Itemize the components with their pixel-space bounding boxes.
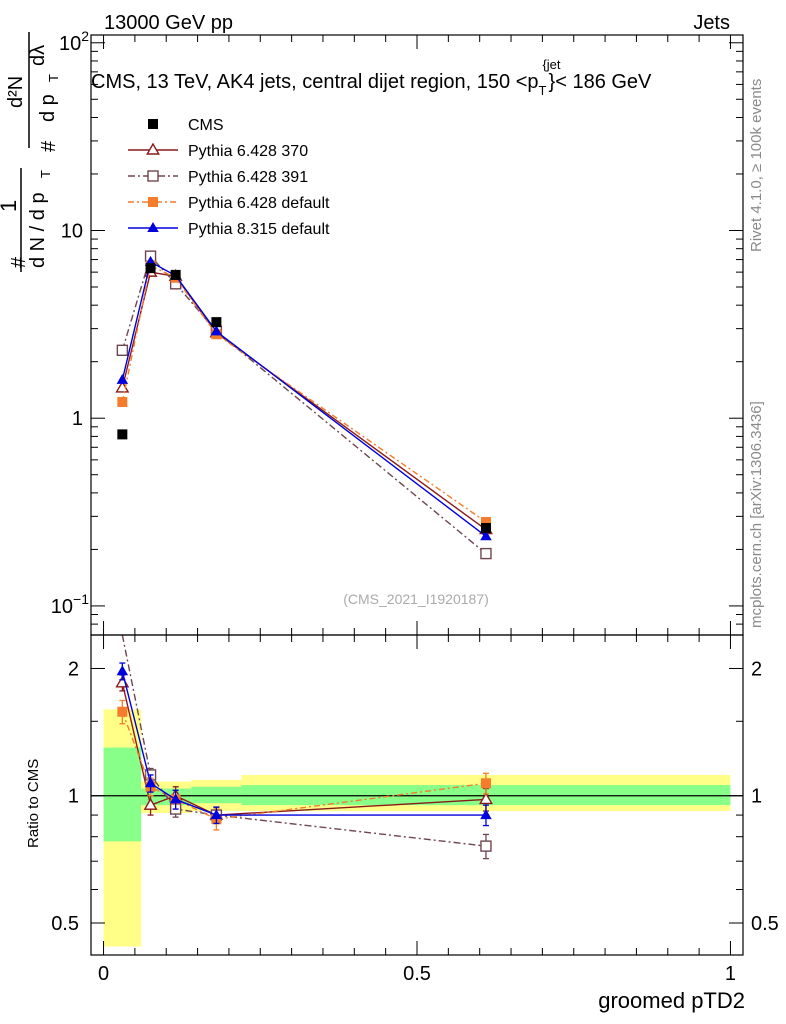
series-point-3 (116, 373, 129, 384)
ratio-point-2 (480, 778, 491, 789)
ylabel-dpdl: d p (37, 94, 59, 122)
main-y-label: # 1 d N / d p T # d²N d p T dλ (0, 32, 61, 272)
series-line-1 (121, 254, 487, 555)
legend-marker-1 (146, 142, 160, 155)
data-point (170, 269, 181, 280)
ratio-point-0 (479, 792, 493, 805)
header-category: Jets (693, 12, 730, 34)
main-ytick-label: 10−1 (51, 591, 89, 618)
title-post: }< 186 GeV (549, 71, 653, 93)
x-axis-label: groomed pTD2 (598, 988, 745, 1013)
ratio-point-2 (117, 706, 128, 717)
ratio-ytick-label-left: 2 (68, 658, 79, 680)
ylabel-hash2: # (38, 140, 60, 152)
ratio-ytick-label-right: 2 (751, 658, 762, 680)
ylabel-d2N: d²N (5, 76, 27, 108)
ratio-point-3 (169, 793, 182, 804)
title-pre: CMS, 13 TeV, AK4 jets, central dijet reg… (91, 71, 539, 93)
ratio-axes: 0 0.5 1 0.5 0.5 1 1 2 2 (51, 635, 779, 985)
main-ytick-label: 102 (59, 28, 89, 55)
legend-marker-0 (148, 119, 158, 129)
data-point (117, 429, 128, 440)
series-point-1 (116, 344, 129, 357)
ratio-ytick-label-left: 0.5 (51, 913, 79, 935)
chart-title: CMS, 13 TeV, AK4 jets, central dijet reg… (91, 57, 652, 98)
main-ytick-label: 10 (61, 220, 83, 242)
x-tick-label: 1 (725, 963, 736, 985)
ylabel-T: T (38, 170, 53, 178)
legend: CMS Pythia 6.428 370 Pythia 6.428 391 Pythi… (128, 117, 330, 238)
legend-label-2: Pythia 6.428 391 (188, 169, 308, 186)
ratio-point-3 (144, 777, 157, 788)
ratio-ytick-label-left: 1 (68, 786, 79, 808)
legend-label-0: CMS (188, 117, 224, 134)
ylabel-dN: d N / d p (27, 192, 49, 268)
ratio-ytick-label-right: 1 (751, 786, 762, 808)
ratio-y-label: Ratio to CMS (25, 759, 42, 848)
legend-marker-4 (147, 222, 159, 232)
ylabel-one: 1 (0, 200, 21, 212)
main-series (115, 250, 493, 560)
data-point (211, 317, 222, 328)
legend-label-4: Pythia 8.315 default (188, 221, 330, 238)
rivet-label: Rivet 4.1.0, ≥ 100k events (748, 79, 765, 252)
ratio-point-3 (480, 809, 492, 820)
ratio-point-0 (143, 797, 158, 810)
series-point-1 (480, 547, 492, 560)
main-ytick-label: 1 (72, 408, 83, 430)
legend-marker-3 (148, 197, 158, 207)
x-tick-label: 0 (98, 963, 109, 985)
series-line-0 (121, 271, 487, 531)
x-tick-label: 0.5 (403, 963, 431, 985)
ylabel-T2: T (46, 74, 61, 82)
ratio-series (115, 634, 493, 860)
mcplots-label: mcplots.cern.ch [arXiv:1306.3436] (748, 401, 765, 628)
series-point-3 (210, 325, 223, 336)
ylabel-dl: dλ (27, 45, 49, 66)
ratio-point-3 (210, 809, 223, 820)
band-green-3 (191, 786, 242, 804)
legend-label-1: Pythia 6.428 370 (188, 143, 308, 160)
series-point-2 (480, 516, 491, 527)
header-energy: 13000 GeV pp (104, 12, 233, 34)
uncertainty-bands (103, 709, 731, 947)
title-sub: T (539, 83, 547, 98)
ylabel-hash: # (8, 256, 30, 268)
legend-label-3: Pythia 6.428 default (188, 195, 330, 212)
legend-marker-2 (147, 170, 159, 182)
band-green-0 (103, 747, 142, 842)
data-point (145, 263, 156, 274)
analysis-id: (CMS_2021_I1920187) (343, 591, 489, 607)
ratio-ytick-label-right: 0.5 (751, 913, 779, 935)
title-sup: {jet (542, 57, 560, 72)
ratio-point-1 (480, 840, 492, 852)
main-axes: 10−1 1 10 102 (51, 28, 743, 636)
ratio-point-3 (116, 665, 129, 676)
series-point-3 (480, 530, 492, 541)
data-point (480, 523, 491, 534)
series-line-3 (121, 260, 487, 537)
series-point-2 (117, 396, 128, 407)
series-line-2 (121, 264, 487, 523)
ratio-panel-frame (90, 634, 744, 956)
